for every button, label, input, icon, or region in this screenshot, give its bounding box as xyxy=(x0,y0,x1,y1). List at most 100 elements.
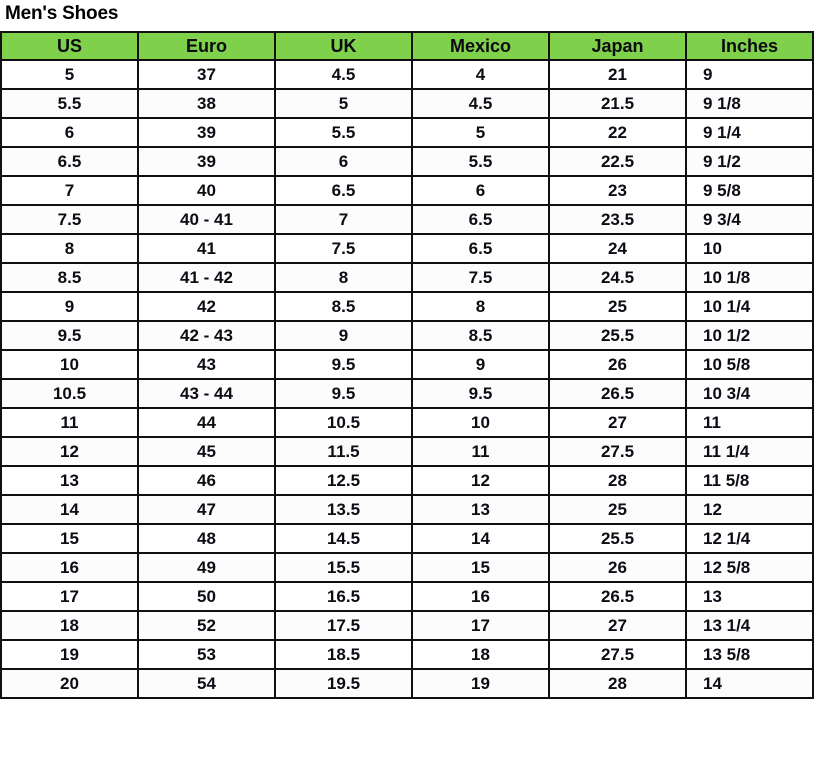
table-row: 10 43 9.5 9 26 10 5/8 xyxy=(0,349,814,380)
table-body: 5 37 4.5 4 21 9 5.5 38 5 4.5 21.5 9 1/8 6 39 5.5 5 22 9 1… xyxy=(0,59,814,699)
column-header-mexico: Mexico xyxy=(411,31,550,61)
table-row: 14 47 13.5 13 25 12 xyxy=(0,494,814,525)
table-cell: 25.5 xyxy=(548,320,687,351)
table-cell: 42 xyxy=(137,291,276,322)
table-cell: 24 xyxy=(548,233,687,264)
table-cell: 23 xyxy=(548,175,687,206)
table-cell: 16 xyxy=(411,581,550,612)
table-cell: 12 xyxy=(685,494,814,525)
table-cell: 9 1/8 xyxy=(685,88,814,119)
table-cell: 12 1/4 xyxy=(685,523,814,554)
table-cell: 8.5 xyxy=(274,291,413,322)
table-cell: 25 xyxy=(548,291,687,322)
table-cell: 10.5 xyxy=(0,378,139,409)
table-cell: 14 xyxy=(0,494,139,525)
table-cell: 7.5 xyxy=(274,233,413,264)
page-title: Men's Shoes xyxy=(5,3,119,24)
table-cell: 11 xyxy=(0,407,139,438)
table-cell: 9.5 xyxy=(274,349,413,380)
table-cell: 9 xyxy=(0,291,139,322)
table-cell: 17.5 xyxy=(274,610,413,641)
table-cell: 17 xyxy=(0,581,139,612)
table-cell: 18.5 xyxy=(274,639,413,670)
table-row: 7.5 40 - 41 7 6.5 23.5 9 3/4 xyxy=(0,204,814,235)
table-cell: 12 xyxy=(0,436,139,467)
column-header-japan: Japan xyxy=(548,31,687,61)
table-cell: 26 xyxy=(548,552,687,583)
table-cell: 26.5 xyxy=(548,378,687,409)
table-cell: 16.5 xyxy=(274,581,413,612)
table-cell: 5.5 xyxy=(411,146,550,177)
table-cell: 16 xyxy=(0,552,139,583)
table-cell: 23.5 xyxy=(548,204,687,235)
table-cell: 13 1/4 xyxy=(685,610,814,641)
table-cell: 39 xyxy=(137,146,276,177)
table-cell: 9 5/8 xyxy=(685,175,814,206)
table-cell: 20 xyxy=(0,668,139,699)
table-cell: 9 1/4 xyxy=(685,117,814,148)
table-cell: 11 xyxy=(685,407,814,438)
table-cell: 5.5 xyxy=(274,117,413,148)
table-cell: 24.5 xyxy=(548,262,687,293)
table-cell: 13.5 xyxy=(274,494,413,525)
table-cell: 22 xyxy=(548,117,687,148)
table-cell: 19.5 xyxy=(274,668,413,699)
table-cell: 5 xyxy=(0,59,139,90)
table-cell: 6.5 xyxy=(0,146,139,177)
table-cell: 46 xyxy=(137,465,276,496)
table-cell: 38 xyxy=(137,88,276,119)
table-cell: 9 xyxy=(411,349,550,380)
table-cell: 10.5 xyxy=(274,407,413,438)
table-row: 6.5 39 6 5.5 22.5 9 1/2 xyxy=(0,146,814,177)
table-cell: 19 xyxy=(411,668,550,699)
table-cell: 13 xyxy=(411,494,550,525)
table-cell: 26.5 xyxy=(548,581,687,612)
table-row: 15 48 14.5 14 25.5 12 1/4 xyxy=(0,523,814,554)
table-cell: 14 xyxy=(411,523,550,554)
table-row: 7 40 6.5 6 23 9 5/8 xyxy=(0,175,814,206)
table-cell: 15 xyxy=(411,552,550,583)
shoe-size-conversion-table: US Euro UK Mexico Japan Inches 5 37 4.5 4 21… xyxy=(0,31,814,699)
table-cell: 54 xyxy=(137,668,276,699)
table-cell: 37 xyxy=(137,59,276,90)
table-cell: 22.5 xyxy=(548,146,687,177)
table-cell: 8 xyxy=(411,291,550,322)
table-cell: 7 xyxy=(0,175,139,206)
table-cell: 49 xyxy=(137,552,276,583)
size-table-container: US Euro UK Mexico Japan Inches 5 37 4.5 4 21… xyxy=(0,31,814,699)
table-cell: 9.5 xyxy=(411,378,550,409)
table-cell: 27 xyxy=(548,610,687,641)
table-cell: 15.5 xyxy=(274,552,413,583)
table-row: 13 46 12.5 12 28 11 5/8 xyxy=(0,465,814,496)
table-cell: 47 xyxy=(137,494,276,525)
table-cell: 13 xyxy=(0,465,139,496)
table-cell: 27.5 xyxy=(548,436,687,467)
table-cell: 10 3/4 xyxy=(685,378,814,409)
table-cell: 9.5 xyxy=(0,320,139,351)
table-cell: 9.5 xyxy=(274,378,413,409)
table-row: 10.5 43 - 44 9.5 9.5 26.5 10 3/4 xyxy=(0,378,814,409)
table-cell: 6 xyxy=(411,175,550,206)
table-cell: 25 xyxy=(548,494,687,525)
table-cell: 4 xyxy=(411,59,550,90)
table-cell: 18 xyxy=(411,639,550,670)
table-cell: 17 xyxy=(411,610,550,641)
table-cell: 19 xyxy=(0,639,139,670)
table-cell: 5.5 xyxy=(0,88,139,119)
table-cell: 21 xyxy=(548,59,687,90)
table-cell: 4.5 xyxy=(274,59,413,90)
table-cell: 14 xyxy=(685,668,814,699)
table-cell: 6 xyxy=(0,117,139,148)
table-cell: 25.5 xyxy=(548,523,687,554)
table-cell: 11 xyxy=(411,436,550,467)
table-cell: 6.5 xyxy=(274,175,413,206)
table-cell: 50 xyxy=(137,581,276,612)
table-cell: 39 xyxy=(137,117,276,148)
table-cell: 9 1/2 xyxy=(685,146,814,177)
table-cell: 10 1/2 xyxy=(685,320,814,351)
table-cell: 10 1/4 xyxy=(685,291,814,322)
column-header-inches: Inches xyxy=(685,31,814,61)
table-row: 6 39 5.5 5 22 9 1/4 xyxy=(0,117,814,148)
table-cell: 4.5 xyxy=(411,88,550,119)
table-cell: 21.5 xyxy=(548,88,687,119)
